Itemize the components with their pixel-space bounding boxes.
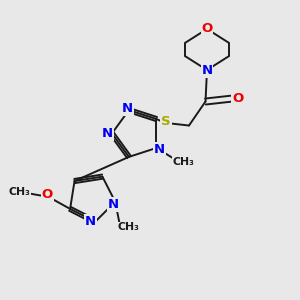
Text: CH₃: CH₃ <box>9 187 31 197</box>
Text: O: O <box>42 188 53 201</box>
Text: N: N <box>108 198 119 211</box>
Text: CH₃: CH₃ <box>118 222 140 232</box>
Text: O: O <box>201 22 213 35</box>
Text: N: N <box>154 143 165 156</box>
Text: N: N <box>85 215 96 228</box>
Text: O: O <box>232 92 243 105</box>
Text: CH₃: CH₃ <box>172 157 194 167</box>
Text: N: N <box>122 102 133 116</box>
Text: S: S <box>161 116 171 128</box>
Text: N: N <box>201 64 213 77</box>
Text: N: N <box>102 127 113 140</box>
